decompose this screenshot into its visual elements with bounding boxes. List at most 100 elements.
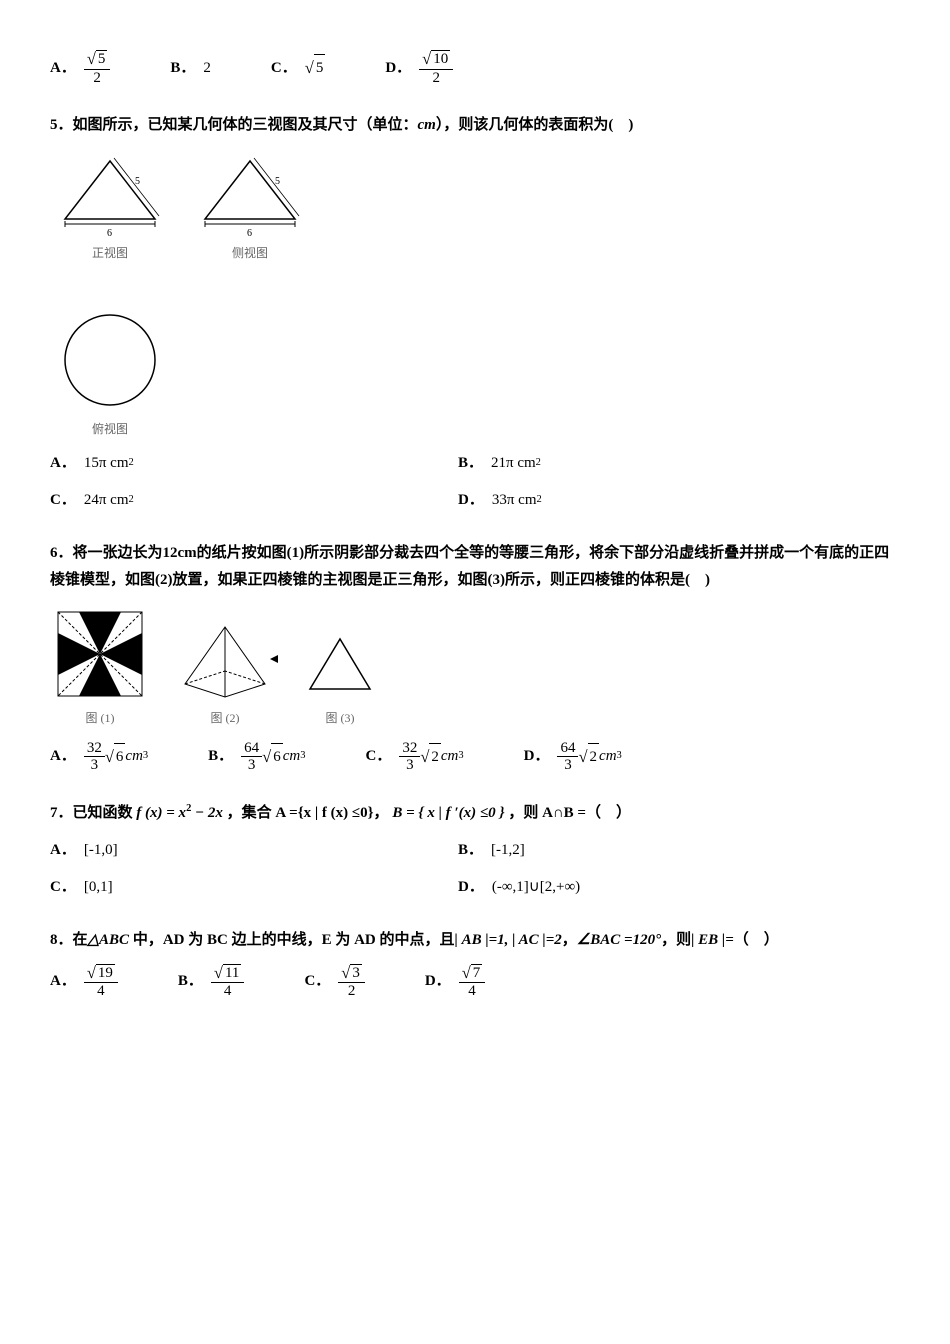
den: 4 [221,983,235,1000]
value: 2 [203,55,211,82]
q6-opt-d: D． 643 2cm3 [524,740,622,774]
q-number: 7 [50,805,58,821]
coef: 24 [84,487,99,514]
q-ab: | AB |=1, | AC |=2 [455,932,562,948]
q-par: （ ） [734,932,779,948]
triangle-svg [300,629,380,704]
denominator: 2 [429,70,443,87]
q-tail: ，则 A∩B =（ ） [508,805,631,821]
q7-opt-c: C．[0,1] [50,874,458,901]
q-pre: ．在 [58,932,88,948]
q8-stem: 8．在△ABC 中，AD 为 BC 边上的中线，E 为 AD 的中点，且| AB… [50,927,900,954]
q-f2: − 2x [191,805,223,821]
exp: 3 [143,747,148,766]
opt-label: A． [50,55,76,82]
rad: 11 [223,964,241,982]
pyramid-svg [170,619,280,704]
unit: π cm [99,487,129,514]
num: 64 [557,740,578,758]
rad: 7 [471,964,483,982]
val: [-1,2] [491,837,525,864]
exp: 3 [458,747,463,766]
q6-stem: 6．将一张边长为12cm的纸片按如图(1)所示阴影部分裁去四个全等的等腰三角形，… [50,540,900,594]
radicand: 5 [96,50,108,68]
exp: 2 [129,454,134,473]
circle-svg [50,305,170,415]
val: (-∞,1]∪[2,+∞) [492,874,580,901]
exp: 2 [129,491,134,510]
den: 3 [245,757,259,774]
q5-opt-d: D．33π cm2 [458,487,866,514]
fraction: 10 2 [419,50,453,86]
sqrt: 5 [305,53,326,83]
q8-opt-a: A． 194 [50,964,118,1000]
q7-opt-a: A．[-1,0] [50,837,458,864]
opt-label: D． [385,55,411,82]
num: 32 [84,740,105,758]
q-setB: B = { x | f ′(x) ≤0 } [392,805,504,821]
q6-opt-b: B． 643 6cm3 [208,740,305,774]
q-text: ．已知函数 [58,805,133,821]
caption-front: 正视图 [50,243,170,265]
denominator: 2 [90,70,104,87]
q8-options: A． 194 B． 114 C． 32 D． 74 [50,964,900,1000]
exp: 2 [536,454,541,473]
q5-opt-a: A．15π cm2 [50,450,458,477]
q-text2: ），则该几何体的表面积为( ) [436,117,634,133]
q-unit: cm [418,117,436,133]
q5-opt-c: C．24π cm2 [50,487,458,514]
q8-opt-b: B． 114 [178,964,245,1000]
rad: 19 [96,964,115,982]
den: 3 [88,757,102,774]
exp: 3 [300,747,305,766]
q6-options: A． 323 6cm3 B． 643 6cm3 C． 323 2cm3 D． 6… [50,740,900,774]
q-number: 8 [50,932,58,948]
val: [-1,0] [84,837,118,864]
q5-figures: 6 5 正视图 6 5 侧视图 俯视图 [50,149,900,440]
rad: 6 [114,743,126,771]
num: 32 [399,740,420,758]
den: 4 [465,983,479,1000]
unit: cm [283,743,301,770]
opt-label: B． [170,55,195,82]
q5-stem: 5．如图所示，已知某几何体的三视图及其尺寸（单位：cm），则该几何体的表面积为(… [50,112,900,139]
triangle-front-svg: 6 5 [50,149,170,239]
q6-figures: 图 (1) 图 (2) 图 (3) [50,604,900,730]
fraction: 5 2 [84,50,111,86]
coef: 15 [84,450,99,477]
slant-label: 5 [275,176,280,187]
rad: 2 [429,743,441,771]
rad: 6 [271,743,283,771]
q7-options-row1: A．[-1,0] B．[-1,2] [50,837,900,864]
q-eb: | EB |= [691,932,734,948]
den: 3 [403,757,417,774]
q7-options-row2: C．[0,1] D．(-∞,1]∪[2,+∞) [50,874,900,901]
fig1: 图 (1) [50,604,150,730]
caption-top: 俯视图 [50,419,170,441]
q-mid: 中，AD 为 BC 边上的中线，E 为 AD 的中点，且 [129,932,454,948]
den: 4 [94,983,108,1000]
q5-opt-b: B．21π cm2 [458,450,866,477]
unit: cm [599,743,617,770]
unit: π cm [506,450,536,477]
q-text: ．如图所示，已知某几何体的三视图及其尺寸（单位： [58,117,418,133]
q-tail: ，则 [661,932,691,948]
base-label: 6 [107,228,112,239]
top-view: 俯视图 [50,305,170,441]
q-com: ， [562,932,577,948]
q4-opt-c: C． 5 [271,53,325,83]
unit: cm [125,743,143,770]
triangle-side-svg: 6 5 [190,149,310,239]
q8-opt-c: C． 32 [304,964,364,1000]
radicand: 10 [431,50,450,68]
pinwheel-svg [50,604,150,704]
coef: 33 [492,487,507,514]
q-f: f (x) = x [136,805,186,821]
unit: π cm [507,487,537,514]
fig2: 图 (2) [170,619,280,730]
val: [0,1] [84,874,113,901]
q4-opt-d: D． 10 2 [385,50,453,86]
caption-f3: 图 (3) [300,708,380,730]
q6-opt-c: C． 323 2cm3 [365,740,463,774]
q-tri: △ABC [88,932,130,948]
